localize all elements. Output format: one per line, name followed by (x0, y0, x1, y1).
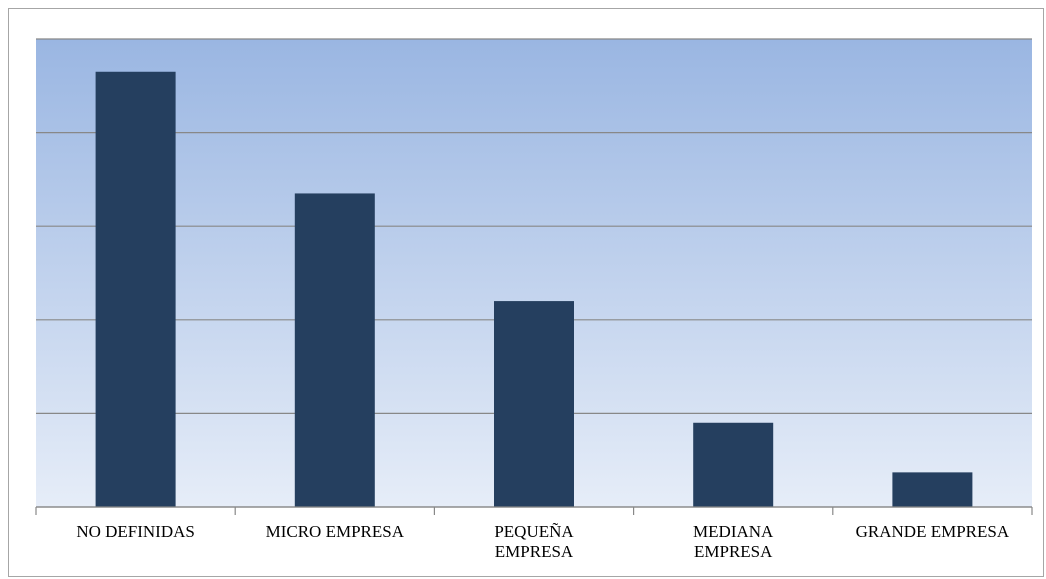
bar (892, 472, 973, 507)
bar (494, 301, 574, 507)
bars (95, 71, 973, 507)
x-axis (35, 506, 1033, 515)
x-tick-label-line: MICRO EMPRESA (266, 522, 405, 541)
x-tick-label: PEQUEÑA EMPRESA (494, 522, 574, 561)
x-tick-label: MICRO EMPRESA (266, 522, 405, 541)
x-tick-label: MEDIANA EMPRESA (693, 522, 774, 561)
x-tick-label-line: EMPRESA (495, 542, 574, 561)
x-tick-label: GRANDE EMPRESA (856, 522, 1010, 541)
chart-frame: NO DEFINIDAS MICRO EMPRESA PEQUEÑA EMPRESA M… (8, 8, 1044, 577)
x-tick-labels: NO DEFINIDAS MICRO EMPRESA PEQUEÑA EMPRESAM… (76, 522, 1010, 561)
bar (95, 71, 176, 507)
bar (693, 422, 774, 507)
bar (294, 193, 375, 507)
x-tick-label-line: EMPRESA (694, 542, 773, 561)
x-tick-label: NO DEFINIDAS (76, 522, 195, 541)
bar-chart: NO DEFINIDAS MICRO EMPRESA PEQUEÑA EMPRESAM… (35, 38, 1033, 561)
x-tick-label-line: MEDIANA (693, 522, 774, 541)
x-tick-label-line: GRANDE EMPRESA (856, 522, 1010, 541)
x-tick-label-line: PEQUEÑA (494, 522, 574, 541)
x-tick-label-line: NO DEFINIDAS (76, 522, 195, 541)
